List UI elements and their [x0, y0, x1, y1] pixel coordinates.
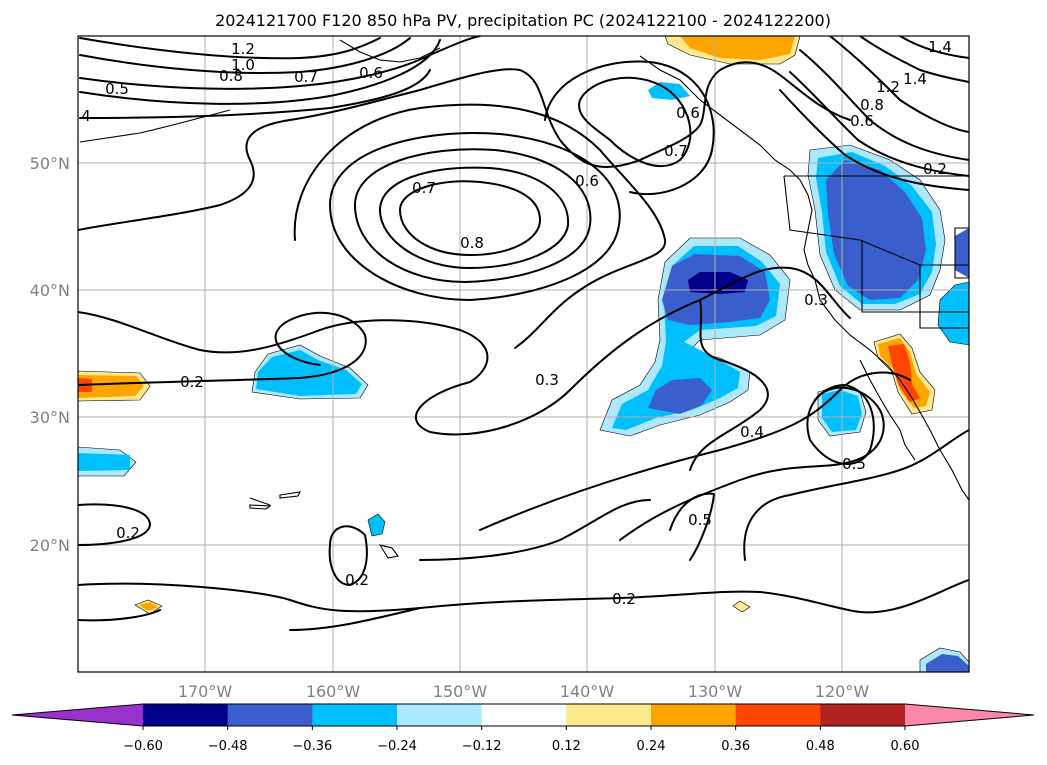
- colorbar-tick-label: −0.48: [208, 739, 248, 754]
- contour-label: 4: [81, 107, 91, 125]
- lon-label: 170°W: [178, 682, 233, 701]
- colorbar-extend-low: [12, 704, 143, 726]
- figure-title: 2024121700 F120 850 hPa PV, precipitatio…: [215, 11, 831, 30]
- colorbar-segment: [143, 704, 229, 726]
- lat-label: 20°N: [30, 536, 70, 555]
- pv-contours: [78, 36, 969, 631]
- contour-label: 1.2: [876, 78, 900, 96]
- lon-label: 130°W: [688, 682, 743, 701]
- colorbar-segment: [312, 704, 398, 726]
- colorbar-tick-label: 0.60: [891, 739, 920, 754]
- precipitation-fill: [78, 36, 969, 672]
- colorbar-tick-label: 0.12: [552, 739, 581, 754]
- colorbar-segment: [397, 704, 483, 726]
- contour-label: 0.8: [460, 234, 484, 252]
- contour-label: 0.8: [860, 96, 884, 114]
- colorbar-tick-label: −0.36: [292, 739, 332, 754]
- contour-label: 0.2: [923, 160, 947, 178]
- contour-label: 0.6: [359, 64, 383, 82]
- contour-label: 0.2: [612, 590, 636, 608]
- contour-label: 0.6: [850, 112, 874, 130]
- map-frame: [77, 35, 970, 673]
- map-area: 1.2 1.0 0.8 0.7 0.6 0.5 4 0.7 0.8 0.6 0.…: [78, 36, 969, 672]
- coastline: [79, 39, 969, 559]
- colorbar-tick-label: 0.48: [806, 739, 835, 754]
- contour-label: 0.7: [412, 179, 436, 197]
- contour-label: 0.5: [105, 80, 129, 98]
- contour-label: 1.2: [231, 40, 255, 58]
- latitude-labels: 50°N 40°N 30°N 20°N: [30, 154, 70, 555]
- colorbar-tick-label: 0.36: [721, 739, 750, 754]
- colorbar-tick-label: −0.24: [377, 739, 417, 754]
- colorbar-tick-label: −0.12: [462, 739, 502, 754]
- colorbar-segment: [820, 704, 906, 726]
- lat-label: 30°N: [30, 408, 70, 427]
- contour-labels: 1.2 1.0 0.8 0.7 0.6 0.5 4 0.7 0.8 0.6 0.…: [81, 38, 952, 608]
- contour-label: 0.4: [740, 423, 764, 441]
- contour-label: 1.0: [231, 56, 255, 74]
- colorbar-extend-high: [905, 704, 1034, 726]
- contour-label: 0.8: [219, 67, 243, 85]
- colorbar-tick-label: 0.24: [637, 739, 666, 754]
- lon-label: 120°W: [815, 682, 870, 701]
- graticule: [78, 36, 969, 672]
- colorbar: −0.60 −0.48 −0.36 −0.24 −0.12 0.12 0.24 0.36 0.4…: [11, 703, 1035, 754]
- lon-label: 160°W: [306, 682, 361, 701]
- colorbar-segment: [566, 704, 652, 726]
- colorbar-segment: [227, 704, 313, 726]
- contour-label: 1.4: [928, 38, 952, 56]
- contour-label: 0.2: [116, 524, 140, 542]
- lon-label: 150°W: [433, 682, 488, 701]
- lat-label: 40°N: [30, 281, 70, 300]
- lon-label: 140°W: [560, 682, 615, 701]
- contour-label: 0.3: [804, 291, 828, 309]
- lat-label: 50°N: [30, 154, 70, 173]
- contour-label: 0.2: [180, 373, 204, 391]
- longitude-labels: 170°W 160°W 150°W 140°W 130°W 120°W: [178, 682, 870, 701]
- contour-label: 0.6: [575, 172, 599, 190]
- colorbar-tick-label: −0.60: [123, 739, 163, 754]
- contour-label: 0.5: [688, 511, 712, 529]
- contour-label: 0.5: [842, 455, 866, 473]
- contour-label: 0.6: [676, 104, 700, 122]
- contour-label: 1.4: [903, 70, 927, 88]
- colorbar-segment: [481, 704, 567, 726]
- contour-label: 0.7: [294, 68, 318, 86]
- colorbar-segment: [735, 704, 821, 726]
- colorbar-segment: [651, 704, 737, 726]
- contour-label: 0.3: [535, 371, 559, 389]
- contour-label: 0.7: [664, 142, 688, 160]
- contour-label: 0.2: [345, 571, 369, 589]
